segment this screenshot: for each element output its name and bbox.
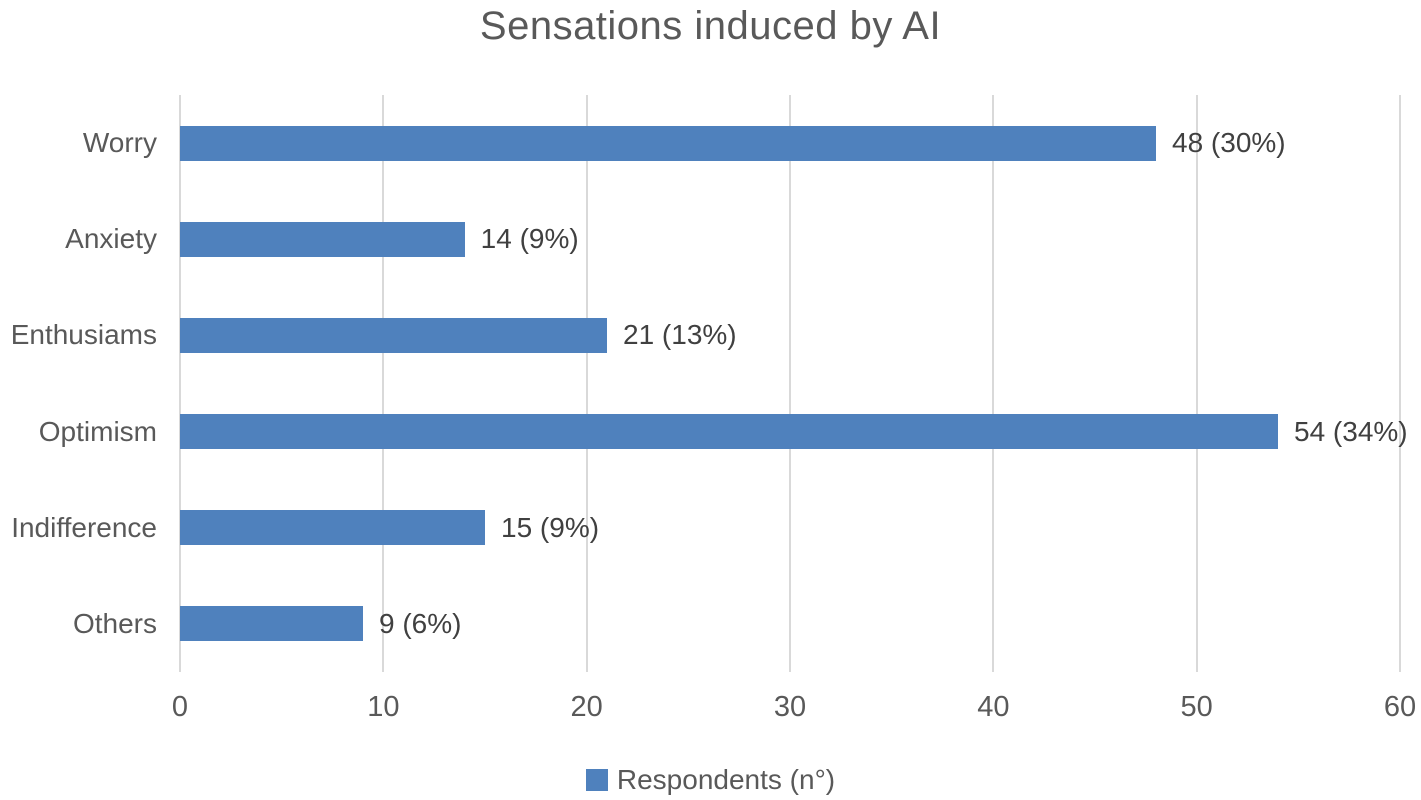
bar-value-label: 48 (30%)	[1172, 127, 1286, 159]
legend-label: Respondents (n°)	[616, 764, 836, 795]
category-label: Enthusiams	[10, 319, 157, 351]
x-tick-label: 40	[977, 691, 1010, 723]
gridline	[1399, 95, 1401, 672]
bar	[180, 414, 1278, 450]
bar	[180, 125, 1156, 161]
gridline	[789, 95, 791, 672]
bar-value-label: 54 (34%)	[1294, 415, 1408, 447]
legend: Respondents (n°)	[0, 762, 1421, 798]
bar-value-label: 9 (6%)	[379, 607, 462, 639]
legend-swatch-icon	[585, 769, 608, 791]
bar	[180, 221, 465, 257]
gridline	[585, 95, 588, 672]
bar-value-label: 15 (9%)	[501, 511, 600, 543]
gridline	[992, 95, 995, 672]
gridline	[179, 95, 181, 672]
chart-title: Sensations induced by AI	[479, 4, 942, 48]
bar-value-label: 14 (9%)	[480, 223, 579, 255]
x-tick-label: 50	[1180, 691, 1213, 723]
bar	[180, 317, 607, 353]
category-label: Optimism	[38, 415, 157, 447]
category-label: Others	[72, 607, 157, 639]
x-tick-label: 30	[773, 691, 807, 723]
x-tick-label: 10	[367, 691, 400, 723]
category-label: Worry	[82, 127, 157, 159]
bar	[180, 606, 363, 642]
category-label: Indifference	[11, 511, 157, 543]
y-axis-labels: Worry Anxiety Enthusiams Optimism Indifferen…	[0, 95, 157, 672]
x-tick-label: 0	[171, 691, 189, 723]
gridline	[382, 95, 385, 672]
x-axis-labels: 0 10 20 30 40 50 60	[0, 691, 1421, 727]
x-tick-label: 20	[570, 691, 603, 723]
bar	[180, 510, 485, 546]
category-label: Anxiety	[65, 223, 157, 255]
plot-area: 48 (30%) 14 (9%) 21 (13%) 54 (34%) 15 (9%) 9 …	[179, 95, 1408, 672]
gridline	[1195, 95, 1198, 672]
bar-value-label: 21 (13%)	[623, 319, 737, 351]
x-tick-label: 60	[1383, 691, 1417, 723]
